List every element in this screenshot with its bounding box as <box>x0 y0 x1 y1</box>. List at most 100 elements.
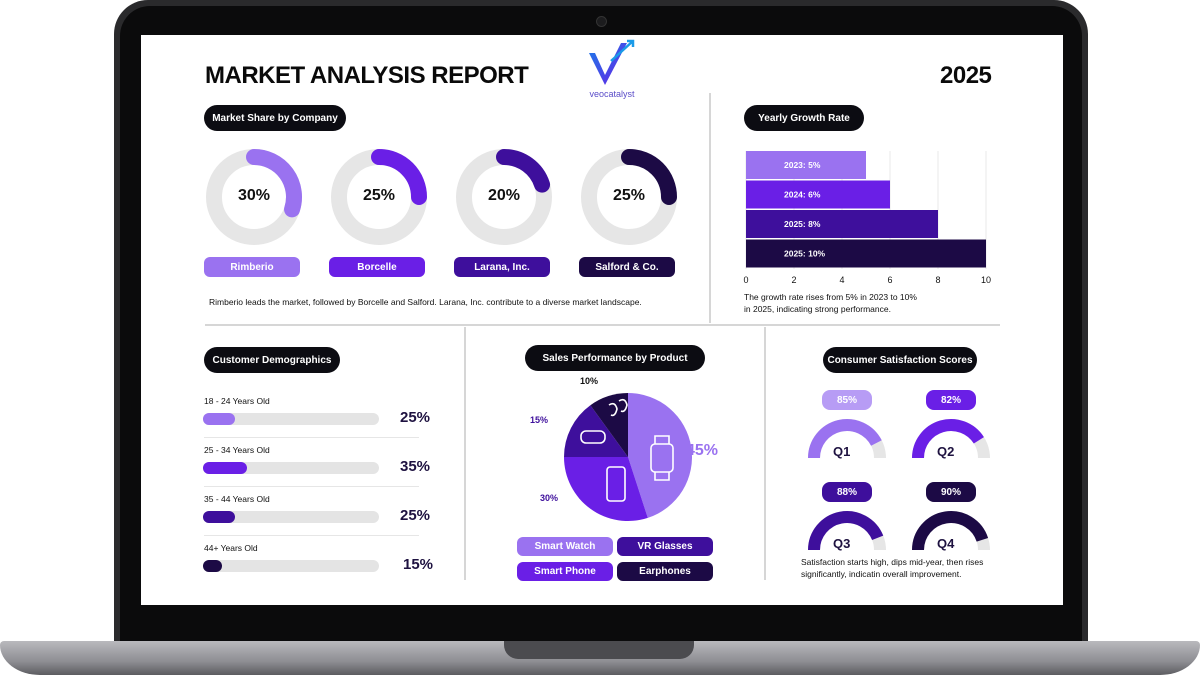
demographic-track <box>203 413 379 425</box>
satisfaction-gauge <box>912 511 990 551</box>
slice-label: 10% <box>580 376 598 386</box>
donut-value: 25% <box>612 187 646 204</box>
company-label: Rimberio <box>204 257 300 277</box>
vr-glasses-icon <box>580 430 606 444</box>
satisfaction-heading: Consumer Satisfaction Scores <box>823 347 977 373</box>
divider <box>464 327 466 580</box>
donut-segment <box>621 149 677 205</box>
score-badge: 85% <box>822 390 872 410</box>
demographic-label: 18 - 24 Years Old <box>204 396 270 406</box>
demographic-bar <box>203 462 247 474</box>
growth-bar <box>746 180 890 209</box>
pie-slice <box>590 393 628 457</box>
brand-logo: veocatalyst <box>581 39 641 103</box>
legend-item: VR Glasses <box>617 537 713 556</box>
demographic-label: 35 - 44 Years Old <box>204 494 270 504</box>
x-tick-label: 4 <box>839 275 844 285</box>
demographic-percent: 35% <box>400 458 431 475</box>
gauge-fill <box>808 511 884 551</box>
earbuds <box>608 398 628 417</box>
satisfaction-gauge <box>808 419 886 459</box>
demographic-percent: 25% <box>400 507 431 524</box>
demographics-heading: Customer Demographics <box>204 347 340 373</box>
demographic-track <box>203 511 379 523</box>
phone-body <box>606 466 626 502</box>
quarter-label: Q3 <box>833 536 851 551</box>
row-separator <box>204 486 419 487</box>
logo-text: veocatalyst <box>589 89 635 99</box>
divider <box>764 327 766 580</box>
demographic-track <box>203 560 379 572</box>
donut-segment <box>496 149 551 193</box>
vr-body <box>580 430 606 444</box>
market-share-donut <box>456 149 552 245</box>
satisfaction-note-line2: significantly, indicatin overall improve… <box>801 569 962 579</box>
demographic-label: 25 - 34 Years Old <box>204 445 270 455</box>
market-share-note: Rimberio leads the market, followed by B… <box>209 297 642 307</box>
divider <box>205 324 1000 326</box>
growth-heading: Yearly Growth Rate <box>744 105 864 131</box>
demographic-bar <box>203 560 222 572</box>
slice-label: 45% <box>686 442 718 459</box>
demographic-percent: 15% <box>403 556 434 573</box>
gauge-fill <box>912 419 984 459</box>
market-share-donut <box>331 149 427 245</box>
demographic-label: 44+ Years Old <box>204 543 258 553</box>
divider <box>709 93 711 323</box>
donut-value: 25% <box>362 187 396 204</box>
gauge-fill <box>808 419 882 459</box>
row-separator <box>204 535 419 536</box>
pie-slice <box>628 393 692 518</box>
market-share-heading: Market Share by Company <box>204 105 346 131</box>
x-tick-label: 6 <box>887 275 892 285</box>
x-tick-label: 2 <box>791 275 796 285</box>
watch-strap <box>654 435 670 481</box>
market-share-donut <box>581 149 677 245</box>
pie-slice <box>564 457 648 521</box>
quarter-label: Q1 <box>833 444 851 459</box>
satisfaction-gauge <box>912 419 990 459</box>
growth-bar-chart: 0 2 4 6 8 10 2023: 5% 2024: 6% 2025: 8% 2025: 10% <box>743 151 991 285</box>
x-tick-label: 0 <box>743 275 748 285</box>
demographic-bar <box>203 413 235 425</box>
donut-segment <box>246 149 302 218</box>
x-tick-label: 8 <box>935 275 940 285</box>
gauge-fill <box>912 511 989 551</box>
donut-value: 30% <box>237 187 271 204</box>
smartwatch-icon <box>650 435 674 481</box>
growth-bar <box>746 210 938 238</box>
dashboard-screen: MARKET ANALYSIS REPORT 2025 veocatalyst … <box>141 35 1063 605</box>
x-tick-label: 10 <box>981 275 991 285</box>
demographic-bar <box>203 511 235 523</box>
growth-note-line2: in 2025, indicating strong performance. <box>744 304 891 314</box>
score-badge: 82% <box>926 390 976 410</box>
satisfaction-note-line1: Satisfaction starts high, dips mid-year,… <box>801 557 984 567</box>
company-label: Salford & Co. <box>579 257 675 277</box>
score-badge: 90% <box>926 482 976 502</box>
slice-label: 15% <box>530 415 548 425</box>
growth-note: The growth rate rises from 5% in 2023 to… <box>744 291 984 315</box>
logo-icon <box>589 39 635 85</box>
company-label: Larana, Inc. <box>454 257 550 277</box>
quarter-label: Q4 <box>937 536 955 551</box>
satisfaction-gauge <box>808 511 886 551</box>
demographic-track <box>203 462 379 474</box>
donut-segment <box>371 149 427 205</box>
sales-heading: Sales Performance by Product <box>525 345 705 371</box>
slice-label: 30% <box>540 493 558 503</box>
laptop-notch <box>504 641 694 659</box>
legend-item: Smart Watch <box>517 537 613 556</box>
growth-bar <box>746 239 986 268</box>
sales-pie-chart: 45% 30% 15% 10% <box>530 376 718 521</box>
bar-label: 2024: 6% <box>784 190 821 200</box>
demographic-percent: 25% <box>400 409 431 426</box>
market-share-donut <box>206 149 302 245</box>
smartphone-icon <box>606 466 626 502</box>
satisfaction-note: Satisfaction starts high, dips mid-year,… <box>801 556 1021 580</box>
donut-value: 20% <box>487 187 521 204</box>
bar-label: 2023: 5% <box>784 160 821 170</box>
report-year: 2025 <box>940 62 992 89</box>
page-title: MARKET ANALYSIS REPORT <box>205 62 529 89</box>
growth-note-line1: The growth rate rises from 5% in 2023 to… <box>744 292 917 302</box>
row-separator <box>204 437 419 438</box>
